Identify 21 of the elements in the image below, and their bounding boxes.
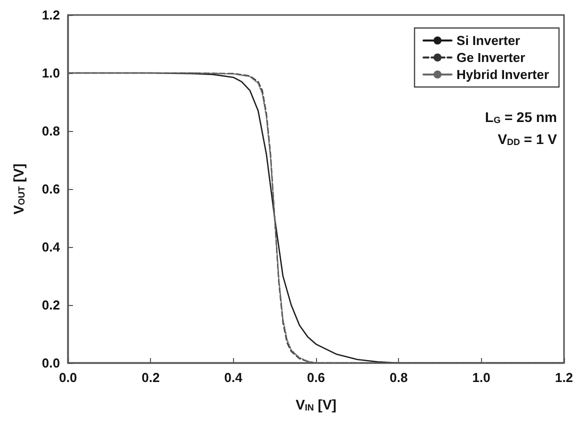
legend-label: Hybrid Inverter: [456, 67, 550, 82]
y-tick-label: 1.2: [42, 8, 60, 22]
annotation: LG = 25 nm: [485, 109, 558, 125]
x-axis-title: VIN [V]: [296, 396, 336, 412]
x-tick-label: 1.2: [554, 370, 574, 385]
y-tick-label: 0.0: [42, 356, 60, 370]
x-tick-label: 0.0: [58, 370, 78, 385]
y-tick-label: 0.2: [42, 298, 60, 312]
x-tick-label: 1.0: [472, 370, 490, 385]
y-tick-label: 1.0: [42, 66, 60, 80]
y-tick-label: 0.4: [42, 240, 61, 254]
annotation: VDD = 1 V: [498, 131, 558, 147]
x-tick-label: 0.6: [306, 370, 326, 385]
y-tick-label: 0.6: [42, 182, 60, 196]
y-axis-title: VOUT [V]: [10, 164, 26, 214]
x-tick-label: 0.2: [142, 370, 160, 385]
legend-label: Ge Inverter: [456, 50, 526, 65]
y-tick-label: 0.8: [42, 124, 60, 138]
x-tick-label: 0.4: [224, 370, 244, 385]
x-tick-label: 0.8: [390, 370, 408, 385]
legend-label: Si Inverter: [456, 33, 520, 48]
